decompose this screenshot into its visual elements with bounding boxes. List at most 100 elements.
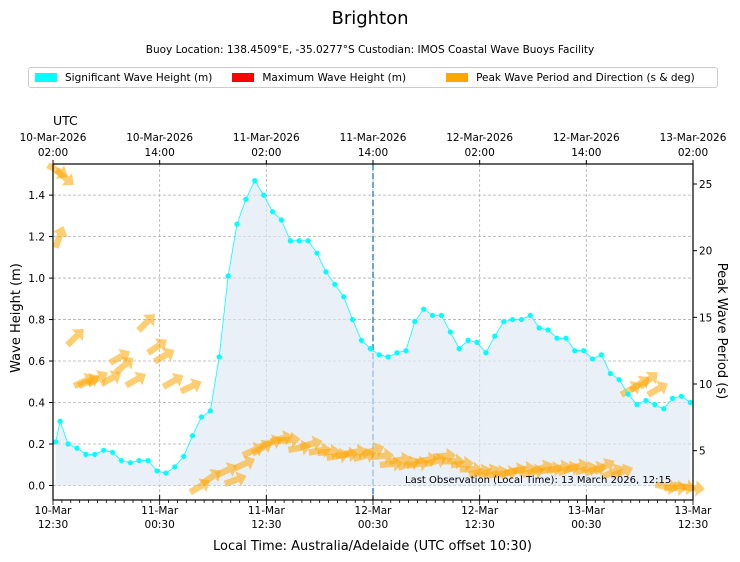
top-tick-label-date: 11-Mar-2026 <box>233 132 300 144</box>
period-direction-arrow <box>232 455 255 472</box>
significant-wave-height-point <box>492 333 498 339</box>
significant-wave-height-point <box>518 316 525 323</box>
significant-wave-height-point <box>101 447 107 453</box>
significant-wave-height-point <box>367 345 373 352</box>
legend-swatch-significant-height <box>35 73 57 82</box>
significant-wave-height-point <box>643 397 649 404</box>
top-tick-label-time: 14:00 <box>358 147 388 159</box>
significant-wave-height-point <box>314 250 320 256</box>
x-tick-label-time: 12:30 <box>38 519 68 531</box>
y-tick-label: 1.4 <box>28 190 45 202</box>
significant-wave-height-point <box>403 348 409 354</box>
significant-wave-height-point <box>687 399 693 406</box>
period-direction-arrow <box>99 370 122 387</box>
significant-wave-height-point <box>509 316 516 323</box>
arrow-shape <box>161 372 184 390</box>
top-axis-utc-label: UTC <box>53 113 78 128</box>
significant-wave-height-point <box>154 468 160 474</box>
significant-wave-height-point <box>483 350 489 356</box>
period-direction-arrow <box>72 372 95 389</box>
period-direction-arrow <box>215 462 238 479</box>
y-right-tick-label: 5 <box>699 446 706 458</box>
x-tick-label-time: 12:30 <box>465 519 495 531</box>
top-tick-label-time: 02:00 <box>38 147 68 159</box>
x-tick-label-date: 12-Mar <box>355 505 393 517</box>
top-tick-label-time: 14:00 <box>145 147 175 159</box>
period-direction-arrows <box>46 162 705 497</box>
arrow-shape <box>277 431 301 448</box>
significant-wave-height-point <box>447 329 453 335</box>
y-tick-label: 0.0 <box>28 480 45 492</box>
significant-wave-height-point <box>57 418 63 424</box>
significant-wave-height-point <box>465 337 471 343</box>
x-tick-label-time: 12:30 <box>678 519 708 531</box>
significant-wave-height-point <box>198 414 205 420</box>
arrow-shape <box>215 462 238 479</box>
arrow-shape <box>179 378 202 395</box>
period-direction-arrow <box>299 435 323 451</box>
top-tick-label-time: 02:00 <box>251 147 281 159</box>
significant-wave-height-point <box>92 451 98 457</box>
significant-wave-height-point <box>163 470 169 476</box>
x-tick-label-date: 13-Mar <box>568 505 606 517</box>
period-direction-arrow <box>108 348 131 366</box>
significant-wave-height-point <box>616 377 622 383</box>
arrow-shape <box>54 167 74 186</box>
arrow-shape <box>638 371 658 390</box>
top-tick-label-date: 10-Mar-2026 <box>20 132 87 144</box>
significant-wave-height-point <box>181 453 187 460</box>
significant-wave-height-point <box>625 391 631 397</box>
significant-wave-height-point <box>323 269 329 275</box>
arrow-shape <box>592 458 615 475</box>
significant-wave-height-point <box>607 370 613 377</box>
period-direction-arrow <box>65 328 84 348</box>
significant-wave-height-point <box>501 319 507 325</box>
significant-wave-height-point <box>74 445 80 451</box>
significant-wave-height-point <box>545 327 551 333</box>
legend-swatch-peak-period-direction <box>446 73 469 82</box>
y-tick-label: 1.2 <box>28 232 45 244</box>
fill-layer <box>55 180 691 486</box>
arrow-shape <box>108 348 131 366</box>
period-direction-arrow <box>54 167 74 186</box>
period-direction-arrow <box>52 226 68 249</box>
x-tick-label-time: 12:30 <box>251 519 281 531</box>
y-axis-label: Wave Height (m) <box>9 263 24 373</box>
period-direction-arrow <box>277 431 301 448</box>
x-tick-label-time: 00:30 <box>145 519 175 531</box>
top-tick-label-time: 02:00 <box>678 147 708 159</box>
x-tick-label-date: 11-Mar <box>248 505 286 517</box>
significant-wave-height-point <box>661 406 667 412</box>
significant-wave-height-point <box>412 319 418 325</box>
wave-height-points <box>53 177 693 476</box>
last-observation-annotation: Last Observation (Local Time): 13 March … <box>405 475 671 486</box>
arrow-shape <box>646 380 668 398</box>
significant-wave-height-point <box>83 451 89 457</box>
significant-wave-height-point <box>234 221 240 227</box>
period-direction-arrow <box>610 463 634 479</box>
significant-wave-height-point <box>296 238 302 244</box>
significant-wave-height-point <box>172 464 178 470</box>
significant-wave-height-point <box>136 457 142 464</box>
x-tick-label-time: 00:30 <box>358 519 388 531</box>
significant-wave-height-point <box>261 192 267 198</box>
period-direction-arrow <box>124 371 147 389</box>
significant-wave-height-point <box>536 325 542 331</box>
x-tick-label-time: 00:30 <box>571 519 601 531</box>
top-tick-label-date: 12-Mar-2026 <box>553 132 620 144</box>
period-direction-arrow <box>638 371 658 390</box>
significant-wave-height-point <box>634 401 640 408</box>
arrow-shape <box>124 371 147 389</box>
significant-wave-height-point <box>598 352 605 358</box>
period-direction-arrow <box>146 338 167 356</box>
period-direction-arrow <box>179 378 202 395</box>
top-tick-label-date: 10-Mar-2026 <box>126 132 193 144</box>
legend: Significant Wave Height (m) Maximum Wave… <box>28 67 718 88</box>
x-tick-label-date: 13-Mar <box>675 505 713 517</box>
period-direction-arrow <box>592 458 615 475</box>
arrow-shape <box>99 370 122 387</box>
chart-subtitle: Buoy Location: 138.4509°E, -35.0277°S Cu… <box>145 44 595 56</box>
period-direction-arrow <box>646 380 668 398</box>
significant-wave-height-point <box>145 457 151 464</box>
y-right-tick-label: 25 <box>699 179 712 191</box>
